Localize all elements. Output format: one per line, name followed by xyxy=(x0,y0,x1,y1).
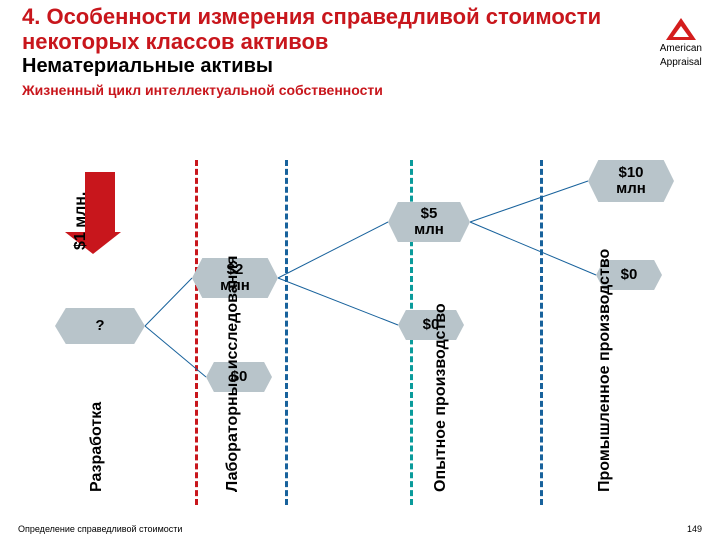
stage-label-0: Разработка xyxy=(88,402,106,492)
value-node-v0b: $0 xyxy=(398,310,464,340)
edge-q-v0a xyxy=(145,326,206,377)
logo-text-2: Appraisal xyxy=(660,58,702,68)
footer: Определение справедливой стоимости 149 xyxy=(18,524,702,534)
value-node-q: ? xyxy=(55,308,145,344)
edge-v2-v5 xyxy=(278,222,388,278)
edge-v5-v0c xyxy=(470,222,596,275)
stage-label-3-text: Промышленное производство xyxy=(596,249,613,492)
diagram-area: $1 млн. ?$2млн$0$5млн$0$10млн$0 Разработ… xyxy=(0,160,720,505)
stage-label-2: Опытное производство xyxy=(432,303,450,492)
lifecycle-title: Жизненный цикл интеллектуальной собствен… xyxy=(22,82,698,98)
edge-q-v2 xyxy=(145,278,192,326)
footer-left: Определение справедливой стоимости xyxy=(18,524,182,534)
stage-label-2-text: Опытное производство xyxy=(432,303,449,492)
stage-label-1-text: Лабораторные исследования xyxy=(224,256,241,492)
stage-label-3: Промышленное производство xyxy=(596,249,614,492)
main-title: 4. Особенности измерения справедливой ст… xyxy=(22,4,698,55)
value-node-v10: $10млн xyxy=(588,160,674,202)
logo: American Appraisal xyxy=(660,18,702,68)
logo-triangle-icon xyxy=(666,18,696,40)
footer-page: 149 xyxy=(687,524,702,534)
subtitle: Нематериальные активы xyxy=(22,55,698,78)
edge-v2-v0b xyxy=(278,278,398,325)
edge-v5-v10 xyxy=(470,181,588,222)
logo-text-1: American xyxy=(660,44,702,54)
stage-label-1: Лабораторные исследования xyxy=(224,256,242,492)
value-node-v5: $5млн xyxy=(388,202,470,242)
